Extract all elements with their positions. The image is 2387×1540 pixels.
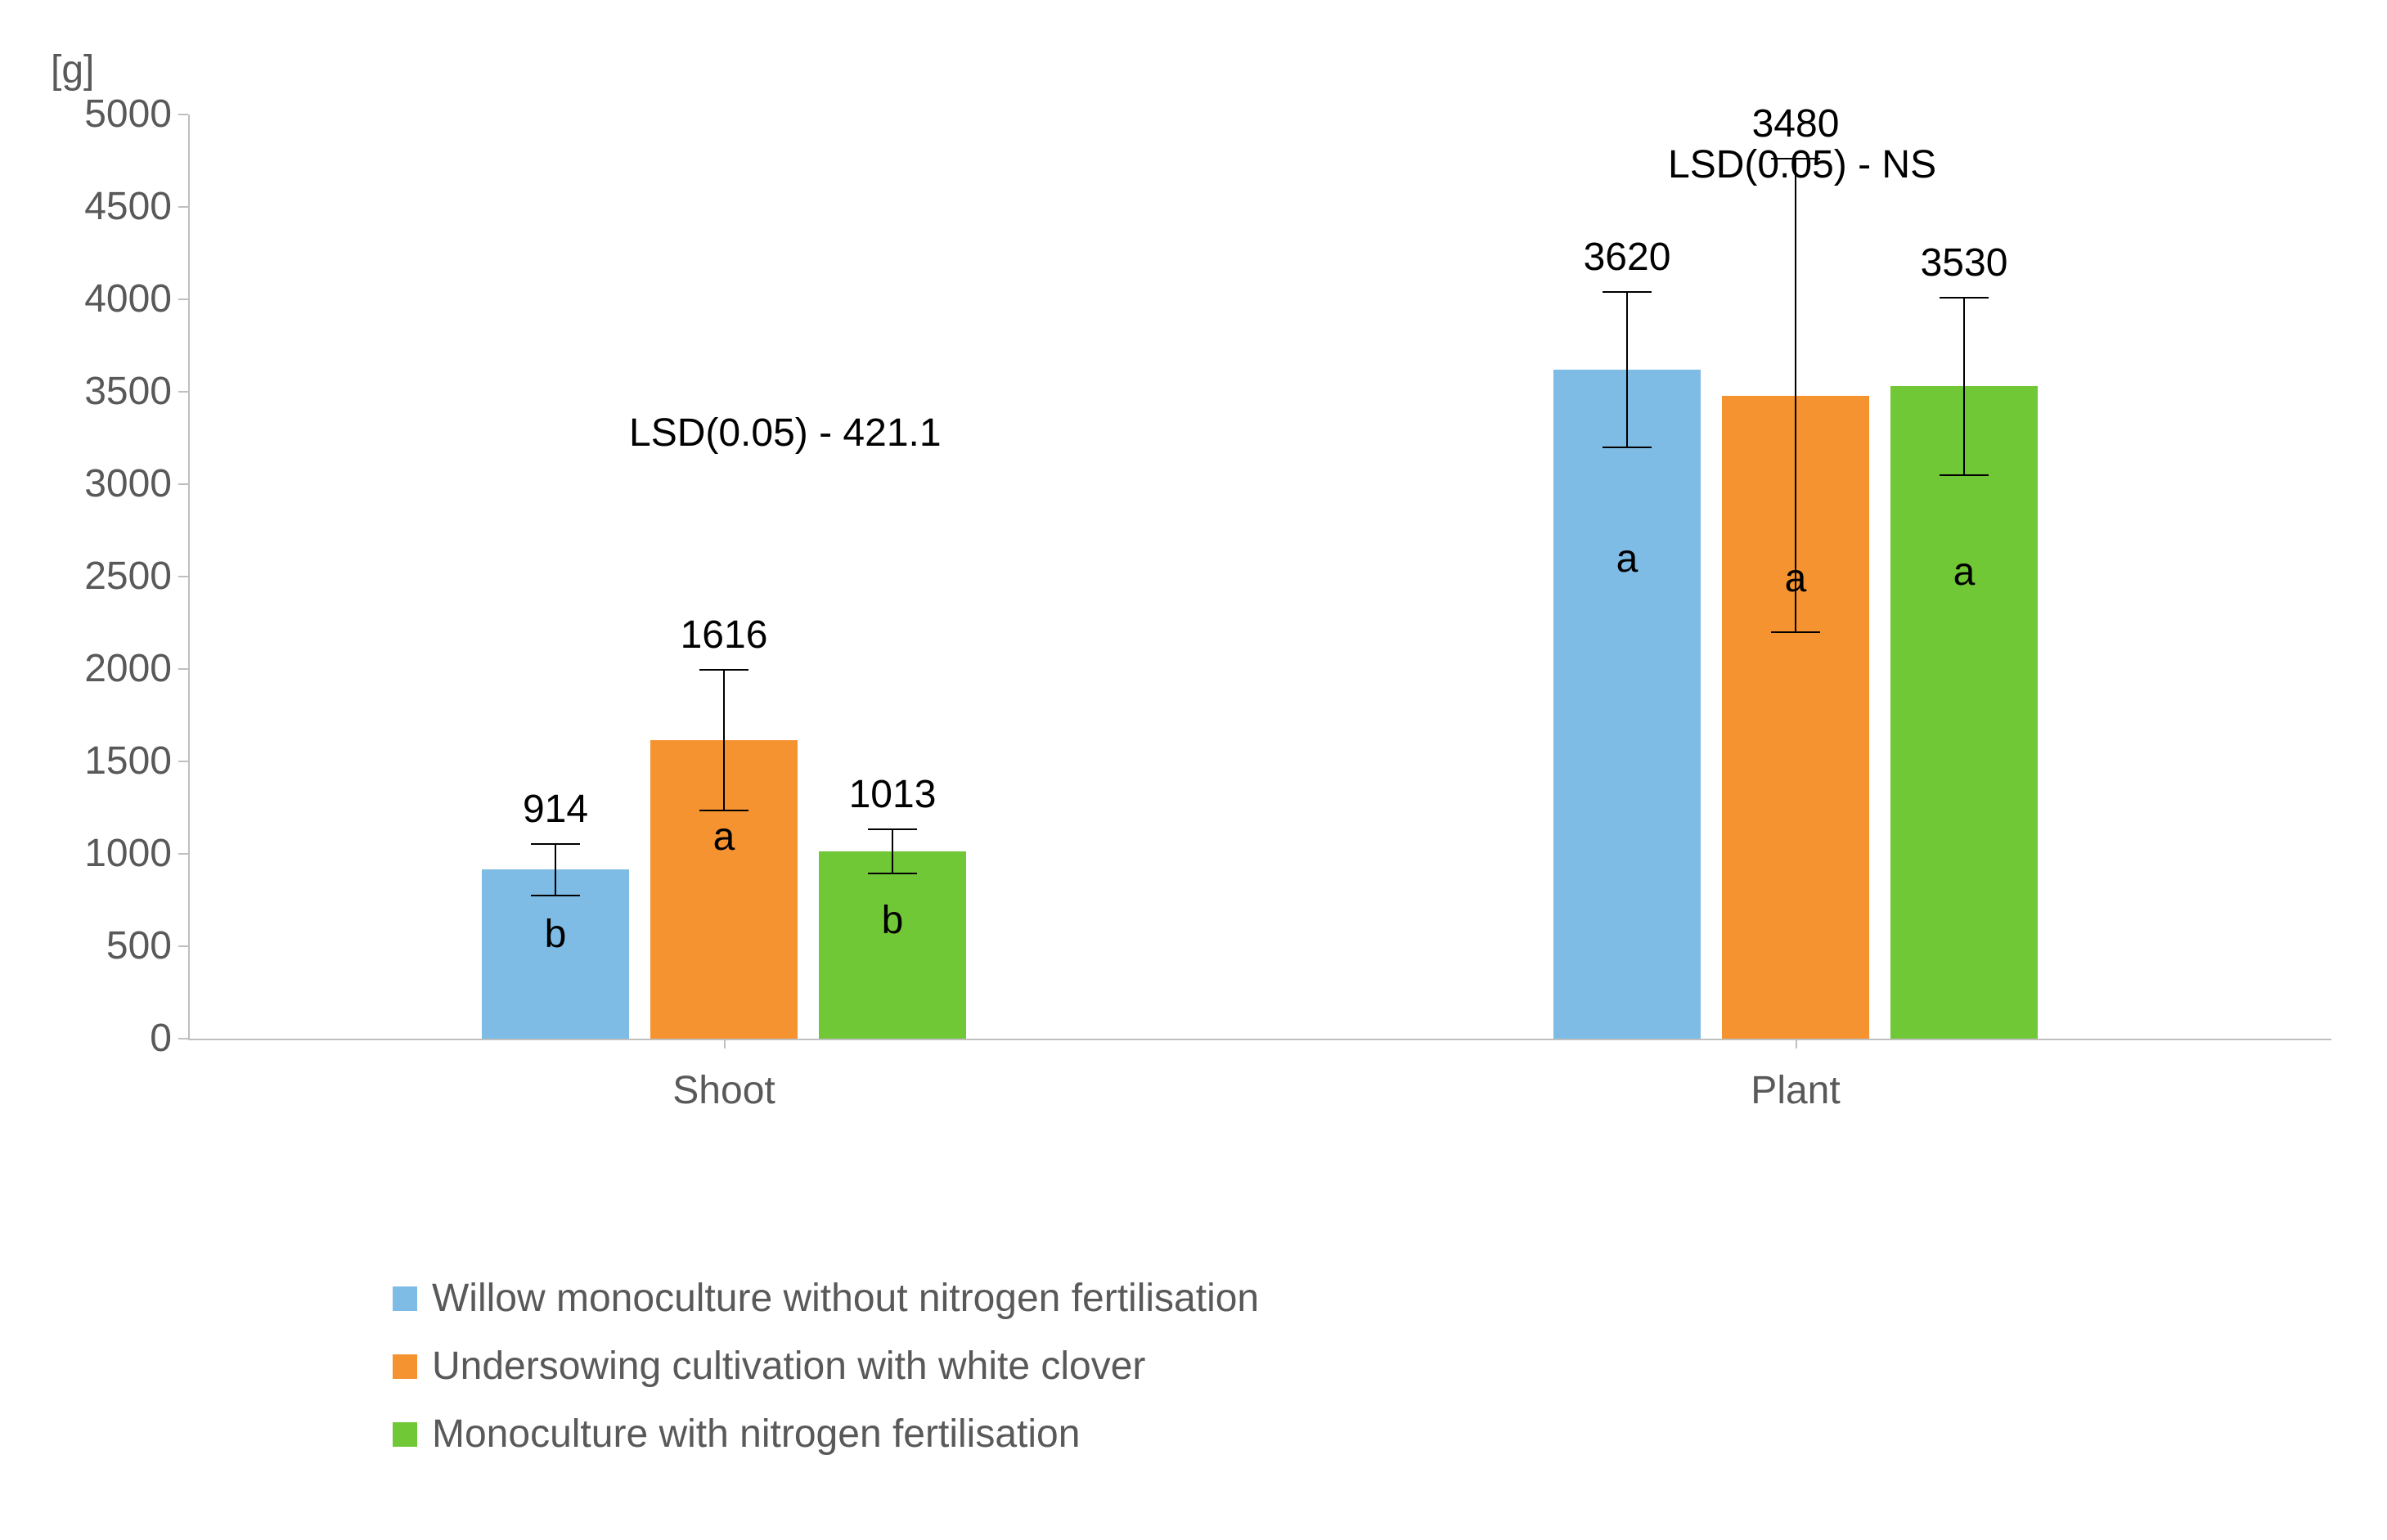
bar — [819, 851, 966, 1039]
y-tick-label: 3500 — [57, 369, 172, 414]
y-tick-mark — [178, 299, 188, 300]
legend-swatch — [393, 1354, 417, 1379]
significance-letter: a — [650, 815, 798, 860]
bar-value-label: 1013 — [786, 772, 999, 817]
lsd-annotation: LSD(0.05) - 421.1 — [629, 411, 942, 456]
x-category-label: Shoot — [188, 1068, 1260, 1113]
error-bar — [723, 670, 725, 810]
bar — [1553, 370, 1701, 1039]
legend-label: Monoculture with nitrogen fertilisation — [432, 1412, 1080, 1457]
error-bar — [892, 829, 893, 873]
lsd-annotation: LSD(0.05) - NS — [1668, 142, 1936, 187]
legend: Willow monoculture without nitrogen fert… — [393, 1276, 1259, 1479]
x-category-label: Plant — [1260, 1068, 2331, 1113]
legend-label: Willow monoculture without nitrogen fert… — [432, 1276, 1259, 1321]
error-bar — [1626, 292, 1628, 447]
legend-swatch — [393, 1286, 417, 1311]
bar-value-label: 3480 — [1689, 101, 1902, 146]
error-bar — [555, 844, 556, 896]
y-tick-label: 1000 — [57, 831, 172, 876]
y-tick-mark — [178, 391, 188, 393]
y-tick-mark — [178, 853, 188, 855]
error-bar-cap — [1771, 158, 1820, 159]
x-axis — [188, 1039, 2331, 1040]
y-tick-mark — [178, 1038, 188, 1039]
y-axis — [188, 114, 190, 1039]
bar-chart: [g] Willow monoculture without nitrogen … — [0, 0, 2387, 1540]
bar-value-label: 914 — [449, 787, 662, 832]
y-tick-mark — [178, 483, 188, 485]
y-tick-label: 5000 — [57, 92, 172, 137]
significance-letter: b — [819, 898, 966, 943]
y-tick-mark — [178, 576, 188, 577]
legend-item: Willow monoculture without nitrogen fert… — [393, 1276, 1259, 1321]
y-tick-mark — [178, 668, 188, 670]
error-bar-cap — [1771, 631, 1820, 633]
bar — [1890, 386, 2038, 1039]
y-tick-label: 0 — [57, 1016, 172, 1061]
y-tick-mark — [178, 114, 188, 115]
error-bar-cap — [868, 873, 917, 874]
legend-label: Undersowing cultivation with white clove… — [432, 1344, 1145, 1389]
error-bar — [1795, 159, 1796, 632]
error-bar-cap — [531, 895, 580, 896]
error-bar-cap — [699, 810, 748, 811]
y-tick-label: 4500 — [57, 184, 172, 229]
y-tick-label: 2500 — [57, 554, 172, 599]
y-tick-mark — [178, 945, 188, 947]
significance-letter: a — [1553, 537, 1701, 581]
y-tick-label: 500 — [57, 923, 172, 968]
error-bar-cap — [868, 828, 917, 830]
bar-value-label: 3620 — [1521, 235, 1733, 280]
error-bar-cap — [1940, 297, 1989, 299]
y-tick-label: 4000 — [57, 276, 172, 321]
y-tick-label: 2000 — [57, 646, 172, 691]
error-bar — [1963, 298, 1965, 475]
error-bar-cap — [699, 669, 748, 671]
y-unit-label: [g] — [51, 47, 94, 92]
legend-item: Undersowing cultivation with white clove… — [393, 1344, 1259, 1389]
x-tick-mark — [1796, 1039, 1797, 1048]
y-tick-mark — [178, 206, 188, 208]
error-bar-cap — [1603, 447, 1652, 448]
x-tick-mark — [724, 1039, 726, 1048]
error-bar-cap — [531, 843, 580, 845]
significance-letter: b — [482, 912, 629, 957]
bar-value-label: 3530 — [1858, 240, 2070, 285]
bar-value-label: 1616 — [618, 613, 830, 658]
legend-swatch — [393, 1422, 417, 1447]
legend-item: Monoculture with nitrogen fertilisation — [393, 1412, 1259, 1457]
error-bar-cap — [1603, 291, 1652, 293]
y-tick-mark — [178, 761, 188, 762]
y-tick-label: 1500 — [57, 739, 172, 783]
error-bar-cap — [1940, 474, 1989, 476]
significance-letter: a — [1890, 550, 2038, 595]
y-tick-label: 3000 — [57, 461, 172, 506]
